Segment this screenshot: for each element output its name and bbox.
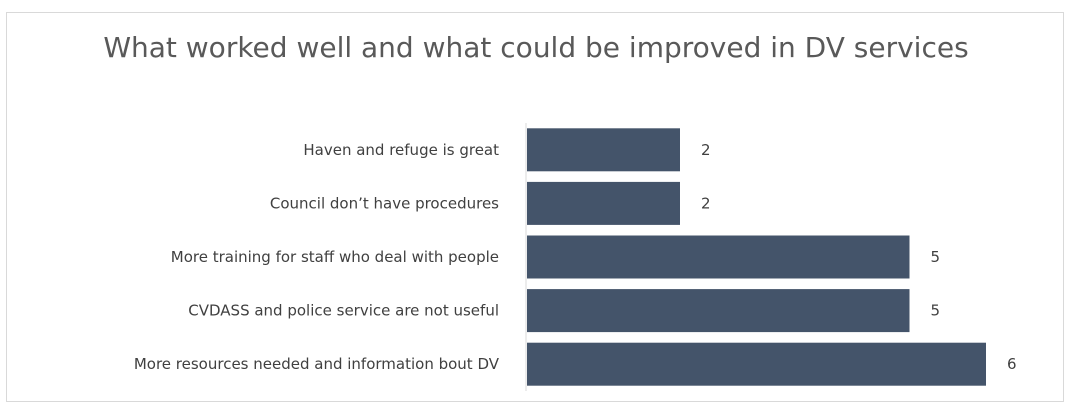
bar <box>527 289 910 333</box>
category-label: CVDASS and police service are not useful <box>188 302 499 320</box>
bar <box>527 235 910 279</box>
data-label: 6 <box>1007 355 1017 373</box>
category-label: More resources needed and information bo… <box>134 355 500 373</box>
category-label: Haven and refuge is great <box>303 141 499 159</box>
bar <box>527 181 680 225</box>
bar <box>527 128 680 172</box>
bar <box>527 342 986 386</box>
category-label: More training for staff who deal with pe… <box>171 248 499 266</box>
bar-chart: Haven and refuge is great 2 Council don’t … <box>134 123 1017 391</box>
data-label: 2 <box>701 141 711 159</box>
chart-title: What worked well and what could be impro… <box>103 31 969 64</box>
data-label: 5 <box>931 302 941 320</box>
category-label: Council don’t have procedures <box>270 194 499 212</box>
chart-container: What worked well and what could be impro… <box>6 12 1064 402</box>
data-label: 5 <box>931 248 941 266</box>
data-label: 2 <box>701 194 711 212</box>
